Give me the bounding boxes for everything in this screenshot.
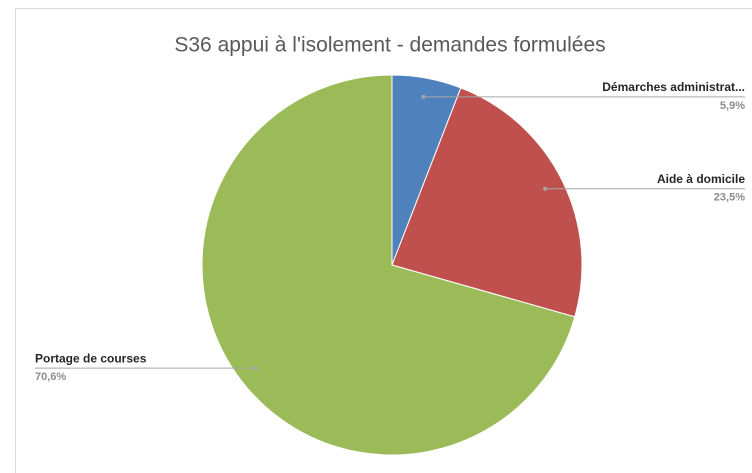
chart-title: S36 appui à l'isolement - demandes formu… <box>174 34 605 57</box>
slice-value: 23,5% <box>714 192 745 204</box>
leader-dot <box>543 186 548 191</box>
leader-dot <box>421 94 426 99</box>
slice-value: 70,6% <box>35 371 66 383</box>
slice-label: Démarches administrat... <box>602 80 745 94</box>
slice-label: Aide à domicile <box>657 172 745 186</box>
pie-slice <box>391 87 583 318</box>
pie-slice <box>201 74 576 456</box>
slice-value: 5,9% <box>720 100 745 112</box>
slice-label: Portage de courses <box>35 351 147 365</box>
leader-dot <box>253 366 258 371</box>
